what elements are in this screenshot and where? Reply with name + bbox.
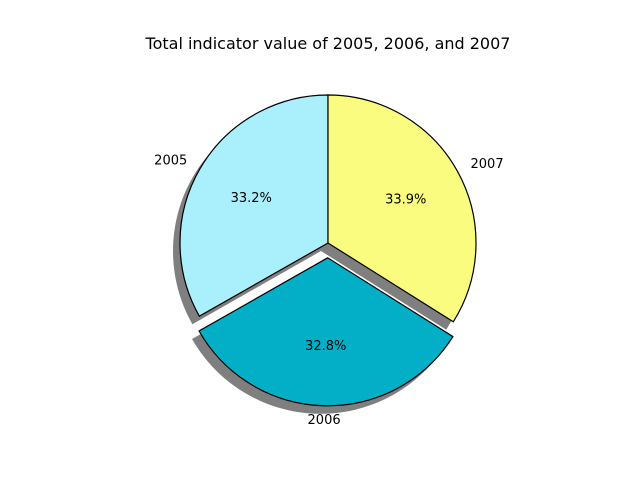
slice-layer: [179, 94, 477, 407]
pie-slice-2005: [179, 94, 329, 318]
slice-label-2006: 2006: [308, 413, 341, 428]
pie-slice-2007: [327, 94, 477, 323]
slice-label-2005: 2005: [154, 154, 187, 169]
label-layer: 2005 33.2% 2006 32.8% 2007 33.9%: [154, 154, 503, 428]
slice-label-2007: 2007: [471, 157, 504, 172]
slice-percent-2007: 33.9%: [385, 193, 426, 208]
slice-percent-2006: 32.8%: [305, 339, 346, 354]
pie-slice-2006: [198, 257, 454, 407]
chart-title: Total indicator value of 2005, 2006, and…: [145, 34, 511, 53]
slice-percent-2005: 33.2%: [231, 191, 272, 206]
